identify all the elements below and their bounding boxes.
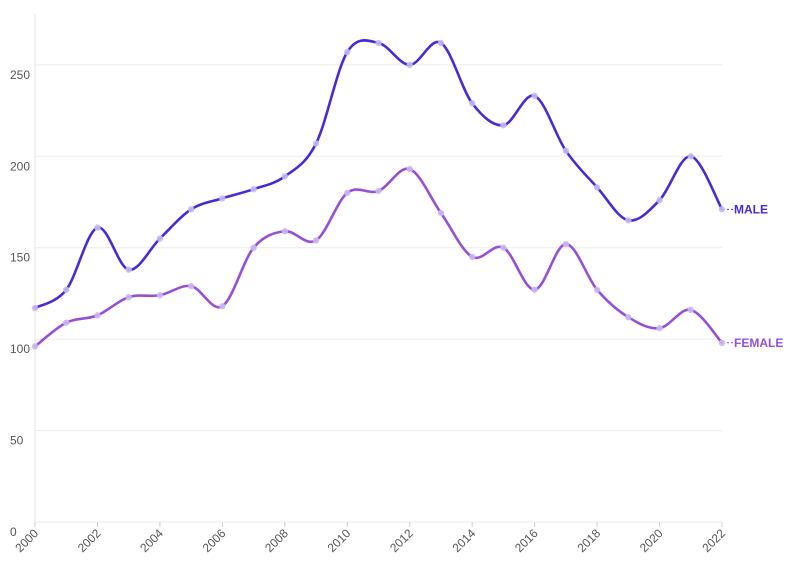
y-tick-label: 150 bbox=[10, 251, 30, 265]
female-data-point bbox=[187, 282, 195, 290]
female-data-point bbox=[63, 319, 70, 326]
female-series-label: FEMALE bbox=[734, 336, 783, 350]
series-layer bbox=[31, 39, 726, 350]
x-tick-label: 2000 bbox=[12, 526, 41, 555]
x-tick-label: 2004 bbox=[137, 526, 166, 555]
male-data-point bbox=[562, 147, 570, 154]
x-tick-label: 2020 bbox=[637, 526, 666, 555]
female-data-point bbox=[656, 324, 663, 332]
male-series-line bbox=[33, 39, 724, 310]
x-axis: 2000 2002 2004 2006 2008 2010 2012 2014 2016 2018… bbox=[12, 522, 728, 555]
x-tick-label: 2002 bbox=[75, 526, 104, 555]
male-data-point bbox=[312, 140, 320, 147]
gridlines bbox=[35, 64, 722, 523]
female-data-point bbox=[156, 292, 164, 299]
male-data-point bbox=[156, 235, 164, 242]
female-data-point bbox=[31, 343, 39, 350]
female-data-point bbox=[468, 253, 476, 261]
female-data-point bbox=[687, 306, 694, 314]
male-data-point bbox=[468, 100, 476, 107]
y-tick-label: 0 bbox=[10, 525, 17, 539]
male-data-point bbox=[344, 48, 351, 56]
series-labels: MALE FEMALE bbox=[727, 202, 783, 350]
male-data-point bbox=[187, 206, 195, 213]
female-series-line bbox=[33, 167, 724, 348]
male-series-label: MALE bbox=[734, 202, 768, 216]
female-data-point bbox=[625, 314, 632, 321]
x-tick-label: 2006 bbox=[200, 526, 229, 555]
x-tick-label: 2018 bbox=[574, 526, 603, 555]
male-data-point bbox=[531, 92, 538, 100]
female-data-point bbox=[718, 339, 726, 346]
female-data-point bbox=[531, 286, 538, 293]
male-data-point bbox=[281, 173, 289, 180]
female-data-point bbox=[437, 209, 445, 217]
male-data-point bbox=[406, 61, 413, 69]
male-data-point bbox=[625, 217, 632, 224]
female-data-point bbox=[312, 237, 320, 244]
y-tick-label: 100 bbox=[10, 342, 30, 356]
male-data-point bbox=[94, 224, 101, 231]
female-data-point bbox=[406, 165, 413, 173]
x-tick-label: 2014 bbox=[450, 526, 479, 555]
y-axis: 0 50 100 150 200 250 bbox=[10, 14, 36, 539]
female-data-point bbox=[125, 293, 132, 301]
female-data-point bbox=[375, 187, 382, 195]
female-data-point bbox=[344, 189, 351, 197]
female-data-point bbox=[281, 228, 289, 235]
male-data-point bbox=[687, 153, 694, 160]
male-data-point bbox=[593, 184, 601, 191]
x-tick-label: 2022 bbox=[699, 526, 728, 555]
male-data-point bbox=[500, 122, 507, 129]
female-data-point bbox=[219, 303, 226, 310]
female-data-point bbox=[94, 312, 101, 319]
female-data-point bbox=[250, 244, 257, 251]
female-data-point bbox=[562, 240, 570, 248]
x-tick-label: 2008 bbox=[262, 526, 291, 555]
x-tick-label: 2012 bbox=[387, 526, 416, 555]
male-data-point bbox=[125, 266, 132, 273]
male-data-point bbox=[63, 286, 70, 293]
male-data-point bbox=[219, 195, 226, 202]
male-data-point bbox=[718, 206, 726, 213]
x-tick-label: 2016 bbox=[512, 526, 541, 555]
y-tick-label: 200 bbox=[10, 159, 30, 173]
y-tick-label: 250 bbox=[10, 68, 30, 82]
male-data-point bbox=[250, 186, 257, 193]
female-data-point bbox=[593, 286, 601, 293]
x-tick-label: 2010 bbox=[325, 526, 354, 555]
male-data-point bbox=[437, 39, 445, 47]
male-data-point bbox=[31, 304, 39, 312]
female-data-point bbox=[500, 244, 507, 251]
male-data-point bbox=[375, 39, 382, 47]
y-tick-label: 50 bbox=[10, 434, 24, 448]
male-data-point bbox=[656, 196, 663, 204]
